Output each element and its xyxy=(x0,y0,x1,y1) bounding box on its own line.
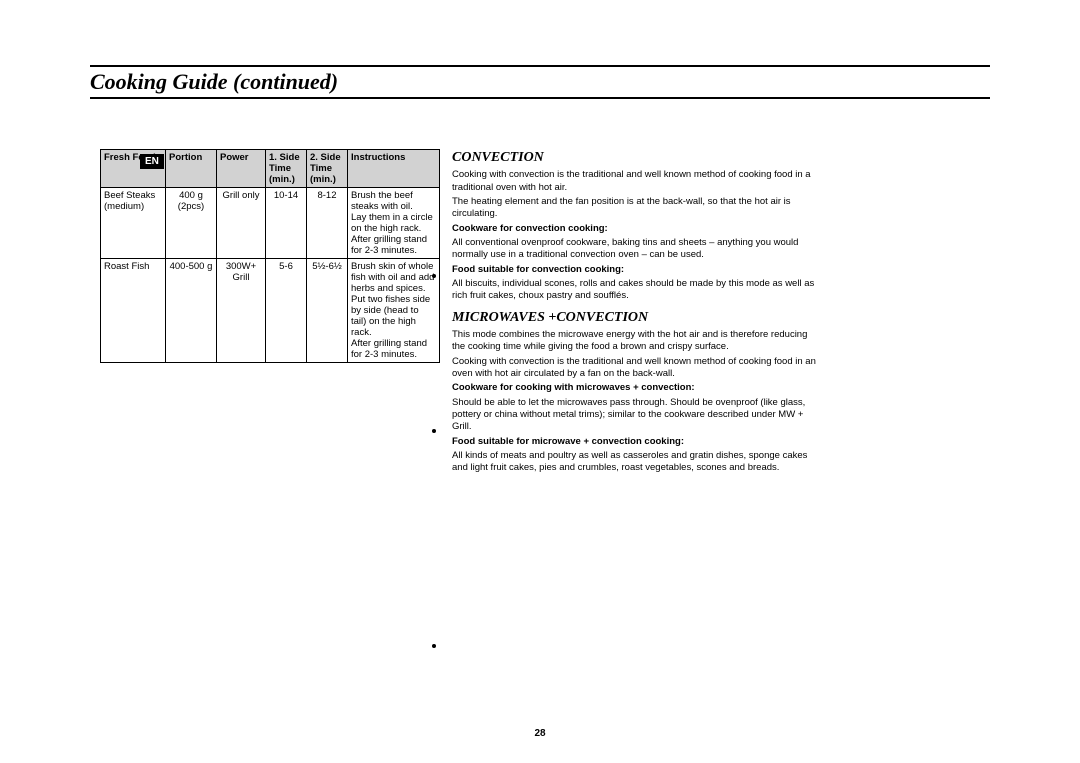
cell-food: Roast Fish xyxy=(101,259,166,363)
cell-t2: 8-12 xyxy=(307,188,348,259)
subheading: Cookware for cooking with microwaves + c… xyxy=(452,382,822,394)
paragraph: All biscuits, individual scones, rolls a… xyxy=(452,278,822,303)
bullet-icon xyxy=(432,429,436,433)
col-side2: 2. Side Time (min.) xyxy=(307,150,348,188)
cell-portion: 400 g (2pcs) xyxy=(166,188,217,259)
bullet-icon xyxy=(432,274,436,278)
table-row: Roast Fish 400-500 g 300W+ Grill 5-6 5½-… xyxy=(101,259,440,363)
language-tag: EN xyxy=(140,154,164,169)
table-row: Beef Steaks (medium) 400 g (2pcs) Grill … xyxy=(101,188,440,259)
paragraph: This mode combines the microwave energy … xyxy=(452,329,822,354)
rule-bottom xyxy=(90,97,990,99)
cooking-table: Fresh Food Portion Power 1. Side Time (m… xyxy=(100,149,440,363)
col-portion: Portion xyxy=(166,150,217,188)
cell-food: Beef Steaks (medium) xyxy=(101,188,166,259)
paragraph: All kinds of meats and poultry as well a… xyxy=(452,450,822,475)
section-heading-mw-convection: MICROWAVES +CONVECTION xyxy=(452,309,822,327)
two-column-layout: Fresh Food Portion Power 1. Side Time (m… xyxy=(90,149,990,477)
subheading: Cookware for convection cooking: xyxy=(452,223,822,235)
cell-t1: 5-6 xyxy=(266,259,307,363)
page-number: 28 xyxy=(0,728,1080,739)
col-instructions: Instructions xyxy=(348,150,440,188)
paragraph: All conventional ovenproof cookware, bak… xyxy=(452,237,822,262)
paragraph: Cooking with convection is the tradition… xyxy=(452,169,822,194)
cell-t1: 10-14 xyxy=(266,188,307,259)
page-container: Cooking Guide (continued) EN Fresh Food … xyxy=(0,0,1080,507)
page-title: Cooking Guide (continued) xyxy=(90,69,990,95)
left-column: Fresh Food Portion Power 1. Side Time (m… xyxy=(100,149,440,477)
rule-top xyxy=(90,65,990,67)
paragraph: Should be able to let the microwaves pas… xyxy=(452,397,822,434)
bullet-icon xyxy=(432,644,436,648)
col-side1: 1. Side Time (min.) xyxy=(266,150,307,188)
cell-power: Grill only xyxy=(217,188,266,259)
cell-t2: 5½-6½ xyxy=(307,259,348,363)
cell-instructions: Brush the beef steaks with oil. Lay them… xyxy=(348,188,440,259)
paragraph: Cooking with convection is the tradition… xyxy=(452,356,822,381)
subheading: Food suitable for microwave + convection… xyxy=(452,436,822,448)
paragraph: The heating element and the fan position… xyxy=(452,196,822,221)
section-heading-convection: CONVECTION xyxy=(452,149,822,167)
col-power: Power xyxy=(217,150,266,188)
right-column: CONVECTION Cooking with convection is th… xyxy=(452,149,822,477)
cell-portion: 400-500 g xyxy=(166,259,217,363)
cell-instructions: Brush skin of whole fish with oil and ad… xyxy=(348,259,440,363)
cell-power: 300W+ Grill xyxy=(217,259,266,363)
subheading: Food suitable for convection cooking: xyxy=(452,264,822,276)
